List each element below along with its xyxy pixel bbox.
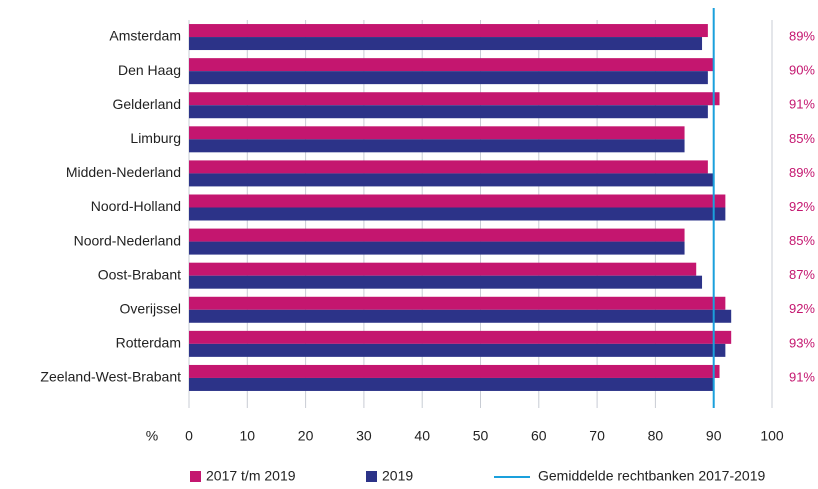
bar bbox=[189, 173, 714, 187]
legend-label: Gemiddelde rechtbanken 2017-2019 bbox=[538, 468, 765, 484]
y-tick-label: Noord-Holland bbox=[91, 198, 181, 214]
bar bbox=[189, 275, 703, 289]
x-tick-label: 20 bbox=[298, 428, 314, 444]
value-label: 85% bbox=[789, 131, 815, 146]
x-axis-label: % bbox=[146, 428, 158, 444]
value-label: 91% bbox=[789, 97, 815, 112]
x-tick-label: 60 bbox=[531, 428, 547, 444]
y-tick-label: Gelderland bbox=[113, 96, 182, 112]
bar bbox=[189, 24, 708, 38]
bar bbox=[189, 262, 697, 276]
x-tick-label: 10 bbox=[240, 428, 256, 444]
legend-label: 2017 t/m 2019 bbox=[206, 468, 296, 484]
bar bbox=[189, 160, 708, 174]
bar bbox=[189, 92, 720, 106]
value-label: 89% bbox=[789, 165, 815, 180]
x-tick-label: 70 bbox=[589, 428, 605, 444]
x-tick-label: 100 bbox=[760, 428, 784, 444]
y-tick-label: Den Haag bbox=[118, 62, 181, 78]
y-tick-label: Oost-Brabant bbox=[98, 266, 181, 282]
legend-swatch bbox=[190, 471, 201, 482]
bar bbox=[189, 126, 685, 140]
bar bbox=[189, 296, 726, 310]
value-label: 91% bbox=[789, 369, 815, 384]
y-tick-label: Midden-Nederland bbox=[66, 164, 181, 180]
y-tick-label: Overijssel bbox=[120, 300, 181, 316]
y-tick-label: Noord-Nederland bbox=[74, 232, 181, 248]
bar bbox=[189, 37, 703, 51]
bar bbox=[189, 228, 685, 242]
value-label: 90% bbox=[789, 63, 815, 78]
bar bbox=[189, 330, 732, 344]
bar bbox=[189, 139, 685, 153]
bar bbox=[189, 58, 714, 72]
bar bbox=[189, 309, 732, 323]
x-tick-label: 90 bbox=[706, 428, 722, 444]
bar bbox=[189, 194, 726, 208]
bar bbox=[189, 343, 726, 357]
legend-label: 2019 bbox=[382, 468, 413, 484]
y-tick-label: Amsterdam bbox=[109, 28, 181, 44]
bar bbox=[189, 207, 726, 221]
legend-swatch bbox=[366, 471, 377, 482]
bar bbox=[189, 241, 685, 255]
value-label: 87% bbox=[789, 267, 815, 282]
bar bbox=[189, 105, 708, 119]
x-tick-label: 30 bbox=[356, 428, 372, 444]
bar bbox=[189, 377, 714, 391]
y-tick-label: Limburg bbox=[130, 130, 181, 146]
x-tick-label: 40 bbox=[414, 428, 430, 444]
y-tick-label: Rotterdam bbox=[116, 335, 181, 351]
bar bbox=[189, 364, 720, 378]
x-tick-label: 50 bbox=[473, 428, 489, 444]
bar bbox=[189, 71, 708, 85]
x-tick-label: 0 bbox=[185, 428, 193, 444]
value-label: 85% bbox=[789, 233, 815, 248]
x-tick-label: 80 bbox=[648, 428, 664, 444]
value-label: 93% bbox=[789, 335, 815, 350]
value-label: 92% bbox=[789, 199, 815, 214]
y-tick-label: Zeeland-West-Brabant bbox=[40, 369, 181, 385]
value-label: 89% bbox=[789, 28, 815, 43]
value-label: 92% bbox=[789, 301, 815, 316]
